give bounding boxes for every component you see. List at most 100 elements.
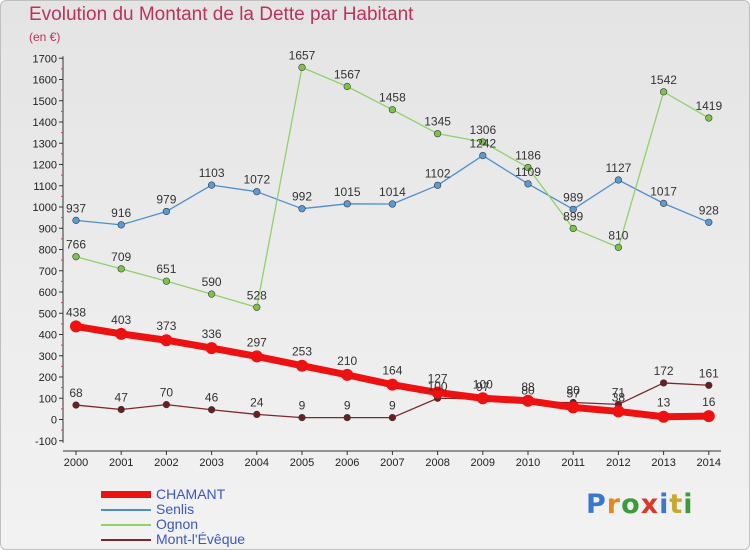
data-point-ognon — [298, 63, 306, 71]
data-label-ognon: 1186 — [515, 148, 541, 162]
data-point-chamant — [115, 327, 128, 340]
data-label-chamant: 297 — [247, 335, 267, 349]
data-point-mont-l-v-que — [343, 413, 351, 422]
x-tick-label: 2014 — [697, 457, 721, 469]
data-point-mont-l-v-que — [388, 413, 397, 422]
data-label-mont-l-v-que: 97 — [476, 380, 490, 394]
data-point-ognon — [569, 224, 577, 233]
data-label-ognon: 1419 — [695, 99, 722, 113]
data-label-senlis: 928 — [699, 203, 719, 217]
data-label-senlis: 1102 — [425, 166, 451, 180]
data-label-ognon: 1657 — [289, 48, 316, 62]
data-point-ognon — [72, 253, 80, 261]
x-tick-label: 2006 — [335, 457, 359, 469]
data-label-mont-l-v-que: 80 — [567, 384, 581, 398]
data-point-mont-l-v-que — [705, 381, 713, 389]
data-point-chamant — [205, 342, 218, 355]
data-point-ognon — [388, 106, 397, 114]
y-tick-label: 100 — [39, 393, 57, 405]
data-point-senlis — [659, 199, 668, 207]
data-label-senlis: 937 — [66, 201, 86, 215]
logo-letter: t — [669, 489, 684, 520]
data-point-senlis — [72, 216, 80, 224]
data-point-senlis — [117, 221, 125, 229]
data-point-chamant — [160, 334, 173, 347]
data-label-chamant: 164 — [382, 364, 402, 378]
y-tick-label: 1200 — [33, 160, 57, 172]
y-tick-label: 800 — [39, 245, 57, 257]
axes: -100 0 100 200 300 400 500 600 700 800 900 1000 1100… — [33, 53, 722, 469]
x-tick-label: 2004 — [245, 457, 269, 469]
data-label-mont-l-v-que: 9 — [299, 399, 306, 413]
data-point-ognon — [659, 88, 668, 96]
legend-label: CHAMANT — [156, 486, 226, 502]
y-tick-label: 1300 — [33, 138, 57, 150]
data-point-chamant — [296, 359, 308, 372]
data-label-senlis: 1015 — [334, 185, 361, 199]
data-label-mont-l-v-que: 70 — [160, 386, 174, 400]
data-label-chamant: 336 — [202, 327, 222, 341]
x-tick-label: 2005 — [290, 457, 314, 469]
data-point-ognon — [162, 277, 170, 285]
data-point-ognon — [117, 265, 125, 273]
data-label-chamant: 16 — [702, 395, 716, 409]
y-tick-label: 0 — [51, 415, 57, 427]
data-point-senlis — [298, 205, 306, 213]
data-label-ognon: 651 — [156, 262, 176, 276]
data-point-chamant — [612, 405, 625, 418]
data-label-ognon: 899 — [563, 209, 583, 223]
data-point-senlis — [208, 181, 216, 189]
data-label-mont-l-v-que: 24 — [250, 395, 264, 409]
data-point-mont-l-v-que — [208, 406, 216, 414]
legend-swatch — [101, 538, 151, 541]
series-layer — [70, 63, 715, 423]
data-point-ognon — [524, 163, 532, 172]
data-label-chamant: 127 — [428, 372, 448, 386]
x-tick-label: 2002 — [154, 457, 178, 469]
legend-item-mont-l-v-que: Mont-l'Évêque — [101, 531, 361, 547]
data-label-ognon: 1345 — [424, 115, 451, 129]
legend-label: Ognon — [156, 516, 199, 532]
data-point-senlis — [569, 205, 577, 213]
data-label-senlis: 1109 — [515, 165, 541, 179]
legend-label: Mont-l'Évêque — [156, 531, 246, 547]
data-label-chamant: 57 — [567, 386, 581, 400]
x-tick-label: 2011 — [561, 457, 585, 469]
data-label-senlis: 1072 — [243, 173, 270, 187]
data-label-senlis: 916 — [111, 206, 131, 220]
data-label-chamant: 373 — [156, 319, 176, 333]
data-label-senlis: 1242 — [469, 137, 496, 151]
x-tick-label: 2008 — [425, 457, 449, 469]
data-point-chamant — [70, 320, 82, 333]
data-point-senlis — [162, 207, 170, 216]
data-point-senlis — [343, 200, 351, 208]
y-tick-label: 1000 — [33, 202, 57, 214]
legend: CHAMANT Senlis Ognon Mont-l'Évêque — [101, 486, 361, 547]
data-label-senlis: 979 — [156, 192, 176, 206]
data-point-chamant — [250, 350, 263, 363]
logo-letter: r — [606, 489, 622, 520]
y-tick-label: 500 — [39, 308, 57, 320]
data-point-senlis — [524, 180, 532, 188]
data-label-mont-l-v-que: 68 — [69, 386, 83, 400]
chart-subtitle: (en €) — [29, 30, 61, 44]
data-point-ognon — [253, 303, 261, 311]
y-tick-label: 600 — [39, 287, 57, 299]
data-label-senlis: 1014 — [379, 185, 406, 199]
data-label-senlis: 989 — [563, 190, 583, 204]
data-label-mont-l-v-que: 46 — [205, 391, 219, 405]
data-label-ognon: 590 — [202, 275, 222, 289]
data-label-chamant: 253 — [292, 345, 312, 359]
data-label-ognon: 1458 — [379, 91, 406, 105]
data-label-mont-l-v-que: 9 — [389, 399, 396, 413]
data-label-ognon: 1542 — [650, 73, 677, 87]
data-point-mont-l-v-que — [162, 401, 170, 409]
logo-letter: x — [640, 489, 660, 520]
x-tick-label: 2010 — [516, 457, 540, 469]
data-label-chamant: 100 — [473, 377, 493, 391]
data-point-mont-l-v-que — [253, 410, 261, 419]
data-point-ognon — [705, 114, 713, 122]
data-point-ognon — [434, 130, 442, 138]
logo-letter: i — [659, 489, 670, 520]
